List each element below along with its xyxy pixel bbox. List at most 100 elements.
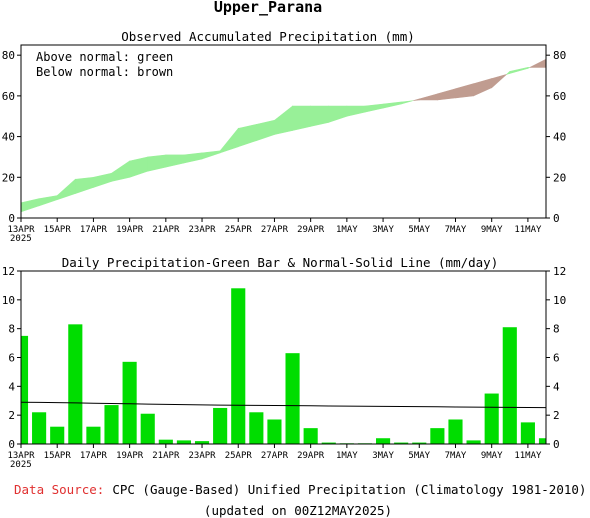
daily-precip-bar <box>68 324 83 444</box>
daily-xtick-label: 25APR <box>225 451 253 461</box>
accumulated-chart-title: Observed Accumulated Precipitation (mm) <box>121 29 415 44</box>
below-normal-area <box>437 88 456 101</box>
below-normal-area <box>491 74 507 89</box>
footer-source-line: Data Source: CPC (Gauge-Based) Unified Pr… <box>14 482 586 497</box>
accumulated-ytick-label-right: 60 <box>553 90 566 103</box>
daily-precip-bar <box>32 412 47 444</box>
above-normal-area <box>20 198 40 213</box>
accumulated-ytick-label-right: 80 <box>553 49 566 62</box>
accumulated-xtick-label: 29APR <box>297 225 325 235</box>
accumulated-xtick-label: 1MAY <box>336 225 358 235</box>
daily-precip-bar <box>285 353 300 444</box>
accumulated-xtick-label: 13APR <box>7 225 35 235</box>
accumulated-xtick-label: 17APR <box>80 225 108 235</box>
accumulated-chart: Observed Accumulated Precipitation (mm) … <box>2 29 567 244</box>
daily-ytick-label-left: 2 <box>8 409 15 422</box>
daily-precip-bar <box>140 413 155 444</box>
data-source-text: CPC (Gauge-Based) Unified Precipitation … <box>112 482 586 497</box>
above-normal-area <box>237 124 257 148</box>
daily-year-label: 2025 <box>10 460 32 470</box>
daily-ytick-label-right: 8 <box>553 323 560 336</box>
above-normal-area <box>219 127 239 154</box>
below-normal-area <box>473 78 492 97</box>
daily-precip-bar <box>538 438 546 444</box>
daily-bar-layer <box>21 288 546 444</box>
daily-precip-bar <box>466 440 481 444</box>
accumulated-ytick-label-left: 60 <box>2 90 15 103</box>
daily-chart-title: Daily Precipitation-Green Bar & Normal-S… <box>62 255 499 270</box>
accumulated-xtick-label: 11MAY <box>514 225 542 235</box>
daily-precip-bar <box>321 442 336 444</box>
above-normal-area <box>310 105 330 127</box>
accumulated-xtick-label: 7MAY <box>445 225 467 235</box>
daily-xtick-label: 13APR <box>7 451 35 461</box>
daily-ytick-label-left: 12 <box>2 265 15 278</box>
legend-below-normal: Below normal: brown <box>36 65 173 79</box>
daily-xtick-label: 15APR <box>44 451 72 461</box>
accumulated-y-axis: 0 0 20 20 40 40 60 60 80 80 <box>2 49 567 225</box>
accumulated-xtick-label: 23APR <box>188 225 216 235</box>
daily-ytick-label-right: 12 <box>553 265 566 278</box>
daily-ytick-label-left: 0 <box>8 438 15 451</box>
accumulated-xtick-label: 19APR <box>116 225 144 235</box>
daily-xtick-label: 11MAY <box>514 451 542 461</box>
daily-x-axis: 13APR 15APR 17APR 19APR 21APR 23APR 25APR 27APR… <box>7 444 542 461</box>
daily-xtick-label: 9MAY <box>481 451 503 461</box>
above-normal-area <box>400 100 414 105</box>
legend-above-normal: Above normal: green <box>36 50 173 64</box>
updated-text: (updated on 00Z12MAY2025) <box>204 503 392 518</box>
accumulated-ytick-label-left: 0 <box>8 212 15 225</box>
above-normal-area <box>256 119 275 142</box>
daily-precip-bar <box>520 422 535 444</box>
daily-precip-bar <box>50 426 65 444</box>
daily-precip-bar <box>412 442 427 444</box>
accumulated-ytick-label-left: 80 <box>2 49 15 62</box>
accumulated-ytick-label-right: 40 <box>553 131 566 144</box>
daily-precip-bar <box>231 288 246 444</box>
daily-precip-bar <box>158 439 173 444</box>
above-normal-area <box>129 156 149 178</box>
figure-title: Upper_Parana <box>214 0 322 16</box>
daily-precip-bar <box>502 327 517 444</box>
daily-chart: Daily Precipitation-Green Bar & Normal-S… <box>2 255 567 470</box>
accumulated-fill-layer <box>20 58 547 213</box>
below-normal-area <box>418 93 438 101</box>
accumulated-plot-frame <box>20 44 547 219</box>
daily-precip-bar <box>376 438 391 444</box>
accumulated-xtick-label: 15APR <box>44 225 72 235</box>
accumulated-xtick-label: 9MAY <box>481 225 503 235</box>
daily-normal-line-layer <box>20 401 547 409</box>
above-normal-area <box>509 67 529 74</box>
above-normal-area <box>111 160 130 182</box>
daily-xtick-label: 23APR <box>188 451 216 461</box>
accumulated-xtick-label: 21APR <box>152 225 180 235</box>
daily-precip-bar <box>176 440 191 444</box>
above-normal-area <box>274 105 293 135</box>
above-normal-area <box>506 70 511 75</box>
below-normal-area <box>529 58 547 68</box>
daily-ytick-label-right: 2 <box>553 409 560 422</box>
accumulated-ytick-label-right: 0 <box>553 212 560 225</box>
above-normal-area <box>56 178 76 201</box>
daily-ytick-label-right: 6 <box>553 352 560 365</box>
accumulated-xtick-label: 5MAY <box>408 225 430 235</box>
above-normal-area <box>93 172 112 188</box>
daily-xtick-label: 1MAY <box>336 451 358 461</box>
daily-precip-bar <box>21 335 29 444</box>
daily-ytick-label-left: 4 <box>8 380 15 393</box>
daily-ytick-label-right: 4 <box>553 380 560 393</box>
daily-precip-bar <box>394 442 409 444</box>
daily-ytick-label-left: 6 <box>8 352 15 365</box>
daily-ytick-label-right: 0 <box>553 438 560 451</box>
daily-normal-line <box>20 401 547 409</box>
below-normal-area <box>455 83 474 99</box>
above-normal-area <box>382 101 402 109</box>
daily-xtick-label: 27APR <box>261 451 289 461</box>
daily-precip-bar <box>122 361 137 444</box>
daily-y-axis: 0 0 2 2 4 4 6 6 8 8 10 10 12 12 <box>2 265 567 451</box>
daily-precip-bar <box>267 419 282 444</box>
above-normal-area <box>183 152 203 164</box>
above-normal-area <box>527 67 531 69</box>
daily-plot-frame <box>20 270 547 445</box>
